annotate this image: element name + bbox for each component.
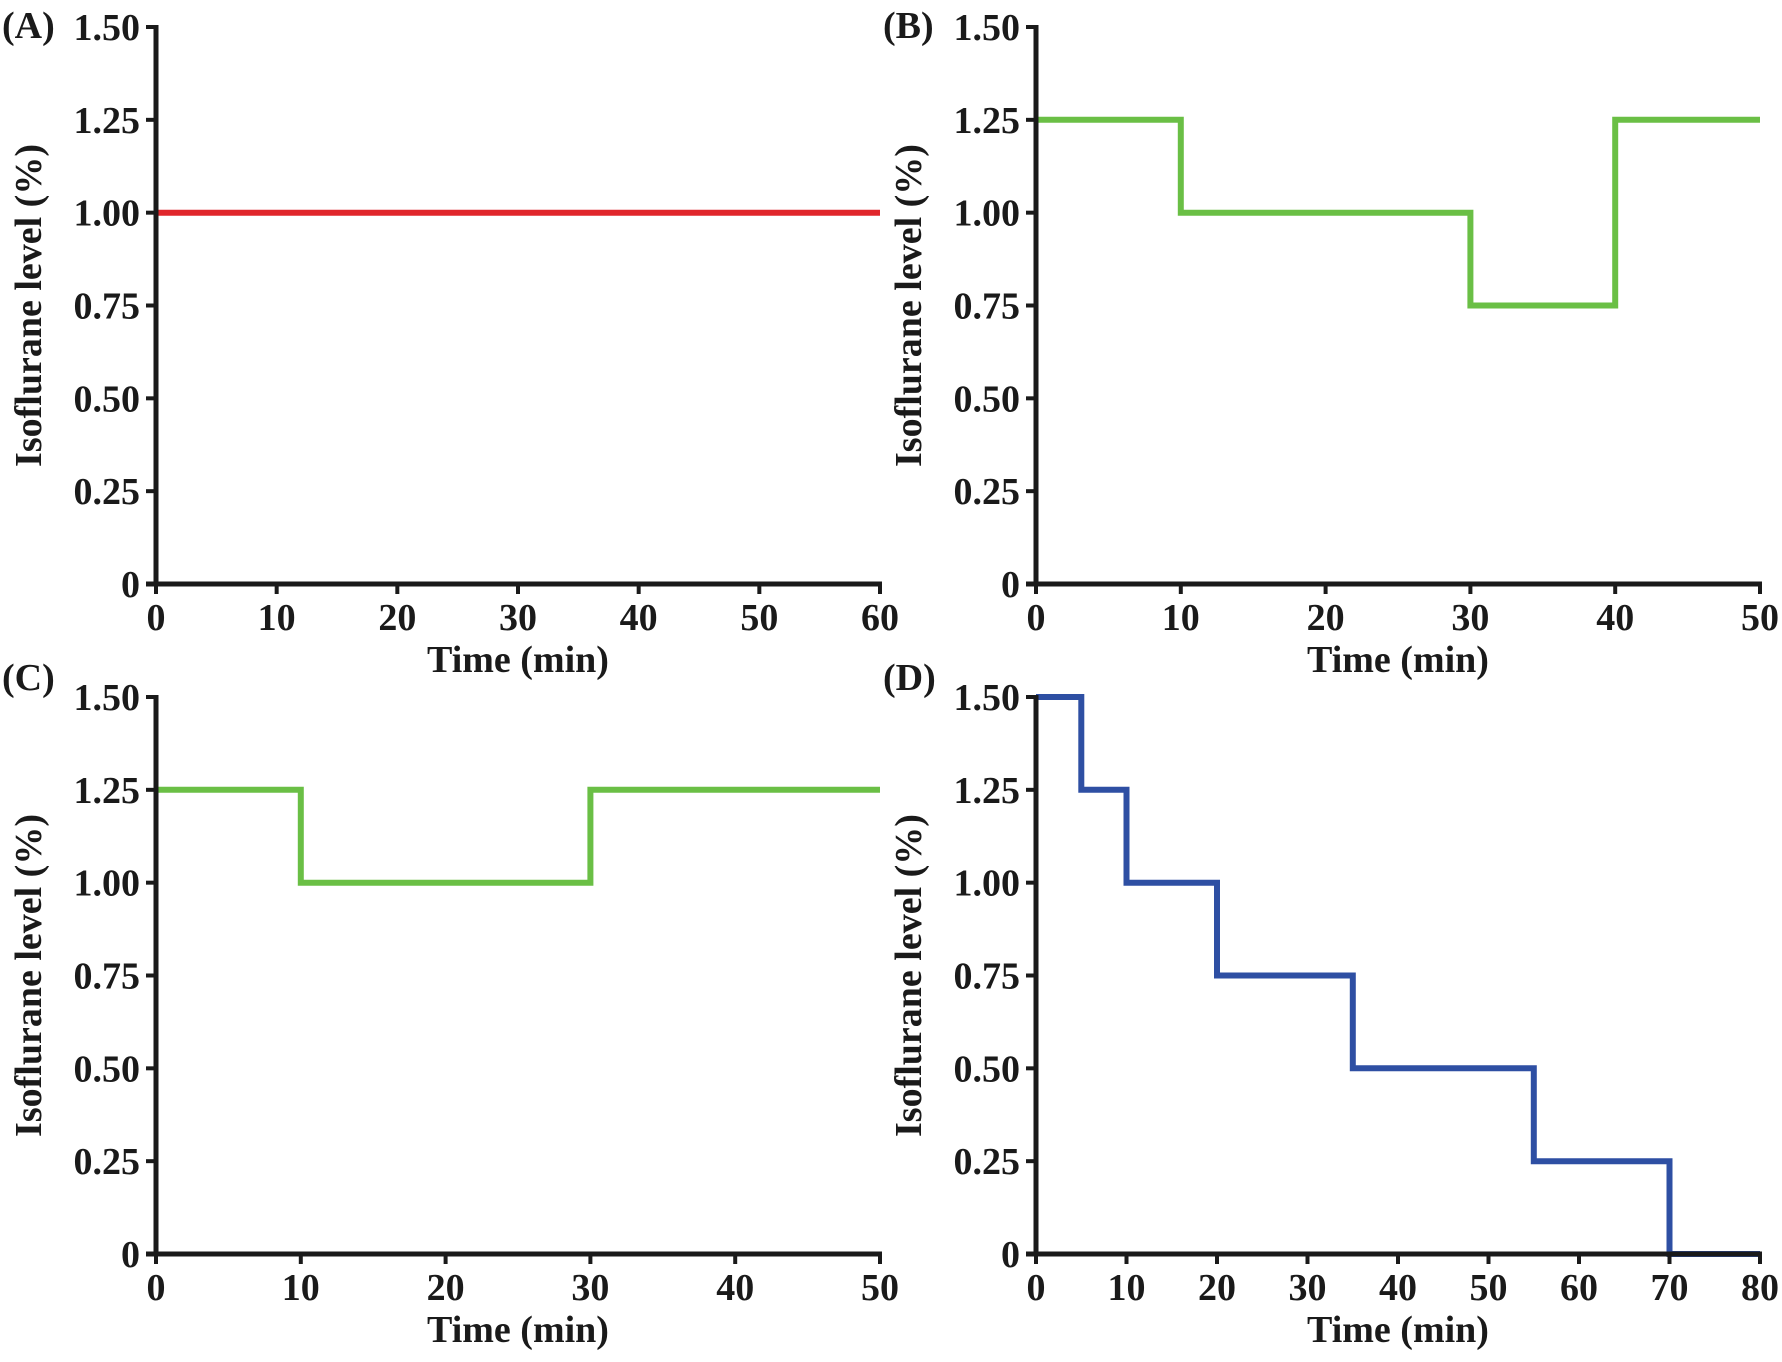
- x-tick-label: 0: [1027, 597, 1046, 639]
- x-axis-title: Time (min): [427, 1309, 609, 1351]
- panel-label: (C): [2, 657, 55, 699]
- x-tick-label: 10: [258, 597, 296, 639]
- panel-label: (D): [883, 657, 936, 699]
- y-tick-label: 0.25: [74, 1141, 141, 1183]
- y-tick-label: 0.75: [954, 286, 1021, 328]
- x-tick-label: 50: [740, 597, 778, 639]
- x-tick-label: 30: [1289, 1267, 1327, 1309]
- x-tick-label: 20: [427, 1267, 465, 1309]
- y-axis-title: Isoflurane level (%): [8, 814, 50, 1137]
- x-tick-label: 10: [1108, 1267, 1146, 1309]
- series-line: [156, 786, 880, 886]
- panel-label: (B): [883, 5, 934, 47]
- y-axis-title: Isoflurane level (%): [888, 144, 930, 467]
- x-tick-label: 20: [378, 597, 416, 639]
- y-tick-label: 1.50: [954, 677, 1021, 719]
- y-tick-label: 0: [121, 1234, 140, 1276]
- y-tick-label: 1.25: [74, 100, 141, 142]
- y-tick-label: 0.75: [954, 956, 1021, 998]
- y-tick-label: 1.50: [74, 7, 141, 49]
- x-tick-label: 70: [1651, 1267, 1689, 1309]
- x-axis-title: Time (min): [1307, 639, 1489, 681]
- y-tick-label: 0.50: [74, 378, 141, 420]
- x-axis-title: Time (min): [1307, 1309, 1489, 1351]
- y-tick-label: 0.25: [954, 471, 1021, 513]
- series-line: [1036, 694, 1760, 1257]
- x-tick-label: 30: [1451, 597, 1489, 639]
- y-tick-label: 0.50: [954, 378, 1021, 420]
- y-tick-label: 1.25: [954, 100, 1021, 142]
- y-tick-label: 1.00: [954, 193, 1021, 235]
- x-tick-label: 0: [147, 1267, 166, 1309]
- series-line: [1036, 116, 1760, 309]
- y-tick-label: 1.00: [74, 863, 141, 905]
- panel-a: (A) 0 0.25 0.50 0.75 1.00 1.25 1.50 0 10 20 30 40 50…: [2, 5, 899, 681]
- y-tick-label: 1.25: [74, 770, 141, 812]
- x-axis-title: Time (min): [427, 639, 609, 681]
- y-tick-label: 0.25: [954, 1141, 1021, 1183]
- y-tick-label: 0: [1001, 1234, 1020, 1276]
- x-tick-label: 20: [1307, 597, 1345, 639]
- y-tick-label: 0.50: [74, 1048, 141, 1090]
- y-tick-label: 0.75: [74, 956, 141, 998]
- x-tick-label: 60: [1560, 1267, 1598, 1309]
- y-tick-label: 0: [121, 564, 140, 606]
- y-tick-label: 0: [1001, 564, 1020, 606]
- y-tick-label: 0.25: [74, 471, 141, 513]
- x-tick-label: 40: [1596, 597, 1634, 639]
- panel-d: (D) 0 0.25 0.50 0.75 1.00 1.25 1.50 0 10 20 30 40 50…: [883, 657, 1779, 1351]
- x-tick-label: 10: [282, 1267, 320, 1309]
- y-tick-label: 0.75: [74, 286, 141, 328]
- x-tick-label: 10: [1162, 597, 1200, 639]
- x-tick-label: 50: [1741, 597, 1779, 639]
- y-axis-title: Isoflurane level (%): [888, 814, 930, 1137]
- x-tick-label: 40: [1379, 1267, 1417, 1309]
- x-tick-label: 80: [1741, 1267, 1779, 1309]
- x-tick-label: 60: [861, 597, 899, 639]
- panel-b: (B) 0 0.25 0.50 0.75 1.00 1.25 1.50 0 10 20 30 40 50…: [883, 5, 1779, 681]
- y-tick-label: 1.00: [954, 863, 1021, 905]
- panel-label: (A): [2, 5, 55, 47]
- y-tick-label: 1.50: [74, 677, 141, 719]
- y-axis-title: Isoflurane level (%): [8, 144, 50, 467]
- y-tick-label: 1.50: [954, 7, 1021, 49]
- x-tick-label: 50: [861, 1267, 899, 1309]
- x-tick-label: 40: [620, 597, 658, 639]
- y-tick-label: 0.50: [954, 1048, 1021, 1090]
- x-tick-label: 0: [147, 597, 166, 639]
- panel-c: (C) 0 0.25 0.50 0.75 1.00 1.25 1.50 0 10 20 30 40 50…: [2, 657, 899, 1351]
- y-tick-label: 1.00: [74, 193, 141, 235]
- x-tick-label: 50: [1470, 1267, 1508, 1309]
- x-tick-label: 30: [571, 1267, 609, 1309]
- y-tick-label: 1.25: [954, 770, 1021, 812]
- x-tick-label: 30: [499, 597, 537, 639]
- x-tick-label: 0: [1027, 1267, 1046, 1309]
- x-tick-label: 40: [716, 1267, 754, 1309]
- x-tick-label: 20: [1198, 1267, 1236, 1309]
